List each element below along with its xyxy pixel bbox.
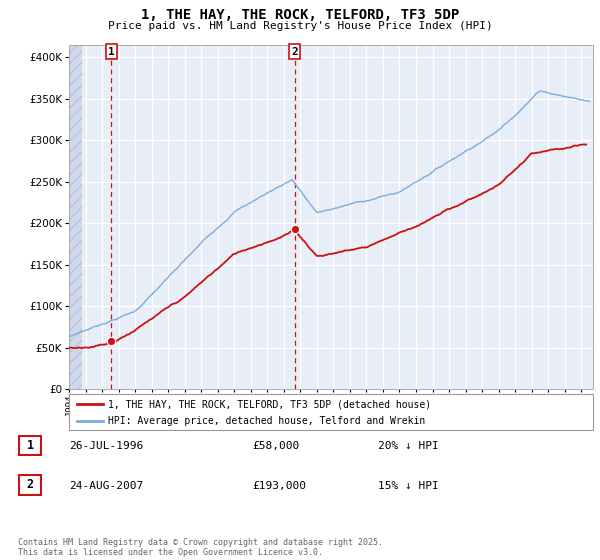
FancyBboxPatch shape	[69, 394, 593, 430]
Text: Price paid vs. HM Land Registry's House Price Index (HPI): Price paid vs. HM Land Registry's House …	[107, 21, 493, 31]
Text: 1: 1	[108, 46, 115, 57]
Text: 20% ↓ HPI: 20% ↓ HPI	[378, 441, 439, 451]
Text: £193,000: £193,000	[252, 480, 306, 491]
Text: 1, THE HAY, THE ROCK, TELFORD, TF3 5DP (detached house): 1, THE HAY, THE ROCK, TELFORD, TF3 5DP (…	[108, 399, 431, 409]
Text: 26-JUL-1996: 26-JUL-1996	[69, 441, 143, 451]
Text: £58,000: £58,000	[252, 441, 299, 451]
Text: 15% ↓ HPI: 15% ↓ HPI	[378, 480, 439, 491]
Text: 1, THE HAY, THE ROCK, TELFORD, TF3 5DP: 1, THE HAY, THE ROCK, TELFORD, TF3 5DP	[141, 8, 459, 22]
FancyBboxPatch shape	[19, 436, 41, 455]
Bar	[69, 45, 82, 389]
Text: 2: 2	[26, 478, 34, 492]
Text: 2: 2	[291, 46, 298, 57]
Text: 1: 1	[26, 439, 34, 452]
Text: Contains HM Land Registry data © Crown copyright and database right 2025.
This d: Contains HM Land Registry data © Crown c…	[18, 538, 383, 557]
Text: 24-AUG-2007: 24-AUG-2007	[69, 480, 143, 491]
Text: HPI: Average price, detached house, Telford and Wrekin: HPI: Average price, detached house, Telf…	[108, 416, 425, 426]
FancyBboxPatch shape	[19, 475, 41, 494]
